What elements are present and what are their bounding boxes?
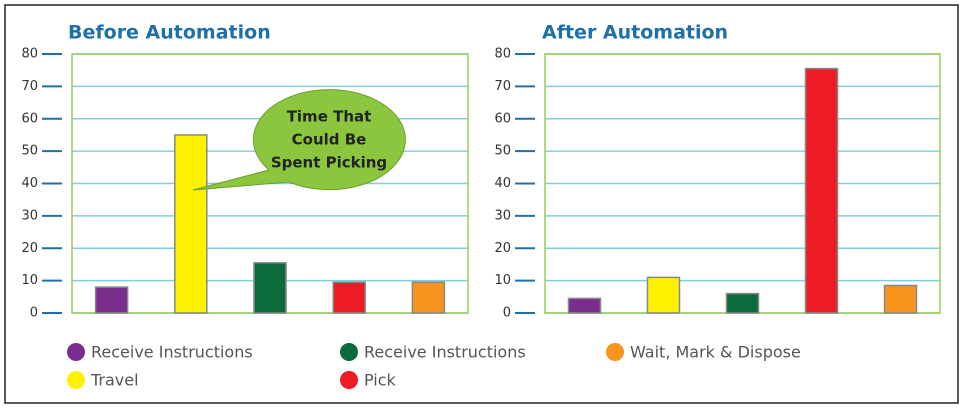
legend-label: Receive Instructions: [364, 343, 526, 362]
legend-swatch: [67, 371, 85, 389]
legend-swatch: [340, 371, 358, 389]
legend-label: Pick: [364, 371, 397, 390]
bar: [883, 284, 918, 314]
y-tick-label: 10: [494, 273, 511, 288]
legend: Receive Instructions Travel Receive Instru…: [67, 343, 801, 390]
bar: [94, 286, 129, 314]
bar: [804, 67, 839, 314]
chart-title: After Automation: [542, 22, 728, 44]
callout-text: Could Be: [292, 131, 367, 149]
bar: [411, 281, 446, 314]
y-tick-label: 10: [21, 273, 38, 288]
y-tick-label: 80: [21, 47, 38, 62]
y-tick-label: 40: [494, 176, 511, 191]
y-tick-label: 20: [21, 241, 38, 256]
y-tick-label: 60: [494, 111, 511, 126]
legend-label: Receive Instructions: [91, 343, 253, 362]
legend-swatch: [606, 343, 624, 361]
y-tick-label: 70: [21, 79, 38, 94]
y-tick-label: 30: [494, 208, 511, 223]
y-tick-label: 40: [21, 176, 38, 191]
chart-title: Before Automation: [68, 22, 271, 44]
bar: [174, 134, 208, 314]
y-tick-label: 0: [503, 306, 511, 321]
legend-swatch: [340, 343, 358, 361]
y-tick-label: 0: [30, 306, 38, 321]
charts: Before Automation 0 10 20 30 40 50 60 70 80 Time T…: [21, 22, 941, 321]
bar: [253, 262, 287, 314]
y-tick-label: 70: [494, 79, 511, 94]
y-tick-label: 20: [494, 241, 511, 256]
chart: After Automation 0 10 20 30 40 50 60 70 80: [494, 22, 941, 321]
legend-label: Wait, Mark & Dispose: [630, 343, 801, 362]
callout-text: Time That: [287, 108, 372, 126]
y-tick-label: 80: [494, 47, 511, 62]
y-tick-label: 30: [21, 208, 38, 223]
callout-text: Spent Picking: [271, 154, 387, 172]
legend-label: Travel: [90, 371, 139, 390]
bar: [332, 281, 366, 314]
chart: Before Automation 0 10 20 30 40 50 60 70 80 Time T…: [21, 22, 469, 321]
y-tick-label: 60: [21, 111, 38, 126]
frame: [4, 4, 959, 404]
y-tick-label: 50: [21, 144, 38, 159]
bar: [567, 297, 602, 314]
legend-swatch: [67, 343, 85, 361]
bar: [725, 292, 760, 314]
y-tick-label: 50: [494, 144, 511, 159]
bar: [646, 276, 681, 314]
callout-bubble: [192, 89, 406, 191]
